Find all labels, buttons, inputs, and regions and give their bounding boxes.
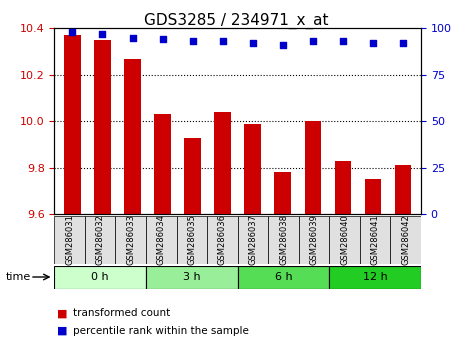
Point: [339, 39, 347, 44]
Text: GSM286039: GSM286039: [309, 215, 318, 265]
Bar: [237, 266, 329, 289]
Text: GSM286036: GSM286036: [218, 214, 227, 266]
Point: [69, 29, 76, 35]
Text: time: time: [6, 272, 31, 282]
Bar: [394, 165, 411, 214]
Text: GSM286040: GSM286040: [340, 215, 349, 265]
Bar: [207, 216, 237, 264]
Text: GSM286037: GSM286037: [248, 214, 257, 266]
Text: GSM286035: GSM286035: [187, 215, 196, 265]
Bar: [329, 266, 421, 289]
Bar: [245, 124, 261, 214]
Point: [189, 39, 196, 44]
Bar: [274, 172, 291, 214]
Bar: [329, 216, 360, 264]
Text: percentile rank within the sample: percentile rank within the sample: [73, 326, 249, 336]
Bar: [268, 216, 299, 264]
Bar: [85, 216, 115, 264]
Bar: [94, 40, 111, 214]
Bar: [360, 216, 390, 264]
Text: GDS3285 / 234971_x_at: GDS3285 / 234971_x_at: [144, 12, 329, 29]
Text: GSM286034: GSM286034: [157, 215, 166, 265]
Bar: [54, 266, 146, 289]
Text: GSM286033: GSM286033: [126, 214, 135, 266]
Point: [309, 39, 316, 44]
Bar: [176, 216, 207, 264]
Bar: [214, 112, 231, 214]
Bar: [299, 216, 329, 264]
Point: [219, 39, 227, 44]
Bar: [146, 266, 237, 289]
Text: 12 h: 12 h: [363, 272, 387, 282]
Point: [249, 40, 256, 46]
Bar: [305, 121, 321, 214]
Point: [369, 40, 377, 46]
Bar: [334, 161, 351, 214]
Text: GSM286042: GSM286042: [401, 215, 410, 265]
Bar: [390, 216, 421, 264]
Text: GSM286031: GSM286031: [65, 215, 74, 265]
Bar: [146, 216, 176, 264]
Bar: [154, 114, 171, 214]
Text: ■: ■: [57, 308, 67, 318]
Text: 6 h: 6 h: [275, 272, 292, 282]
Text: GSM286041: GSM286041: [371, 215, 380, 265]
Text: 3 h: 3 h: [183, 272, 201, 282]
Text: ■: ■: [57, 326, 67, 336]
Text: GSM286038: GSM286038: [279, 214, 288, 266]
Point: [129, 35, 136, 40]
Bar: [64, 35, 81, 214]
Text: GSM286032: GSM286032: [96, 215, 105, 265]
Point: [399, 40, 407, 46]
Point: [159, 37, 166, 42]
Bar: [124, 58, 141, 214]
Bar: [237, 216, 268, 264]
Point: [279, 42, 287, 48]
Bar: [365, 179, 381, 214]
Text: 0 h: 0 h: [91, 272, 109, 282]
Bar: [115, 216, 146, 264]
Bar: [184, 137, 201, 214]
Bar: [54, 216, 85, 264]
Text: transformed count: transformed count: [73, 308, 171, 318]
Point: [99, 31, 106, 37]
